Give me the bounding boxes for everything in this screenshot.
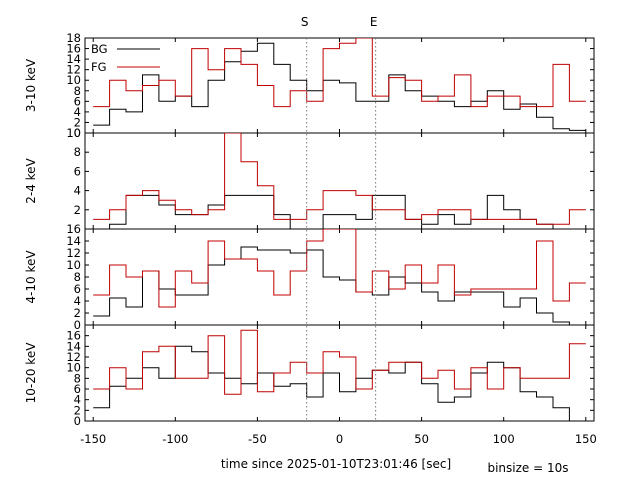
x-tick-label: -100 [162, 432, 188, 446]
y-tick-label: 16 [66, 42, 81, 56]
x-tick-label: -50 [248, 432, 267, 446]
y-axis-title: 10-20 keV [24, 342, 38, 404]
series-bg-line [93, 345, 586, 421]
y-tick-label: 4 [74, 184, 81, 198]
y-tick-label: 14 [66, 339, 81, 353]
x-tick-label: -150 [80, 432, 106, 446]
series-bg-line [93, 246, 586, 325]
y-tick-label: 14 [66, 234, 81, 248]
legend-label-bg: BG [91, 42, 108, 56]
y-tick-label: 10 [66, 361, 81, 375]
y-axis-title: 3-10 keV [24, 58, 38, 112]
panel-2: 2 4 6 8 10 2-4 keV [24, 126, 595, 230]
series-fg-line [93, 229, 586, 308]
y-tick-label: 12 [66, 63, 81, 77]
y-tick-label: 6 [74, 282, 81, 296]
y-tick-label: 6 [74, 382, 81, 396]
y-tick-label: 12 [66, 350, 81, 364]
y-tick-label: 8 [74, 371, 81, 385]
y-tick-label: 4 [74, 393, 81, 407]
x-tick-label: 50 [414, 432, 429, 446]
y-tick-label: 0 [74, 126, 81, 140]
y-tick-label: 4 [74, 294, 81, 308]
y-tick-label: 2 [74, 115, 81, 129]
y-tick-label: 10 [66, 73, 81, 87]
series-bg-line [93, 42, 586, 131]
marker-label-s: S [301, 15, 309, 29]
panel-frame [84, 37, 595, 134]
y-axis-title: 4-10 keV [24, 250, 38, 304]
y-tick-label: 2 [74, 203, 81, 217]
x-tick-label: 0 [336, 432, 343, 446]
y-tick-label: 8 [74, 145, 81, 159]
x-tick-label: 100 [493, 432, 515, 446]
y-axis-title: 2-4 keV [24, 157, 38, 203]
y-tick-label: 6 [74, 94, 81, 108]
x-axis: -150 -100 -50 0 50 100 150 [80, 432, 597, 446]
y-tick-label: 12 [66, 246, 81, 260]
y-tick-label: 10 [66, 126, 81, 140]
series-fg-line [93, 329, 586, 395]
y-tick-label: 4 [74, 105, 81, 119]
binsize-label: binsize = 10s [487, 461, 568, 475]
y-tick-label: 14 [66, 52, 81, 66]
y-tick-label: 6 [74, 164, 81, 178]
x-tick-label: 150 [575, 432, 597, 446]
legend-label-fg: FG [91, 60, 107, 74]
y-tick-label: 16 [66, 329, 81, 343]
y-tick-label: 2 [74, 403, 81, 417]
legend: BG FG [91, 42, 160, 74]
y-tick-label: 0 [74, 318, 81, 332]
y-tick-label: 2 [74, 306, 81, 320]
y-tick-label: 16 [66, 222, 81, 236]
x-axis-title: time since 2025-01-10T23:01:46 [sec] [221, 457, 451, 471]
y-tick-label: 0 [74, 414, 81, 428]
y-tick-label: 8 [74, 270, 81, 284]
y-tick-label: 8 [74, 84, 81, 98]
series-fg-line [93, 38, 586, 108]
y-tick-label: 18 [66, 31, 81, 45]
series-fg-line [93, 133, 586, 225]
y-tick-label: 10 [66, 258, 81, 272]
marker-label-e: E [370, 15, 378, 29]
